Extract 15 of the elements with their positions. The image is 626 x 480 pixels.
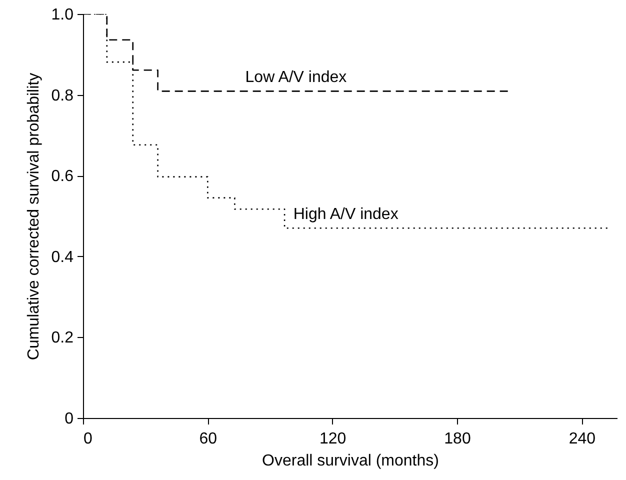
series-label: High A/V index [293, 206, 398, 224]
x-tick-label: 240 [568, 430, 596, 448]
series-label: Low A/V index [245, 69, 347, 86]
x-tick-label: 0 [84, 430, 92, 448]
y-axis-title: Cumulative corrected survival probability [25, 72, 42, 360]
x-axis-title: Overall survival (months) [262, 452, 439, 470]
x-tick-label: 120 [319, 430, 346, 448]
x-tick-label: 180 [444, 430, 471, 448]
y-tick-label: 0.2 [51, 330, 74, 347]
y-tick-label: 0.6 [51, 168, 74, 186]
y-tick-label: 1.0 [51, 6, 74, 24]
x-tick-label: 60 [199, 430, 218, 448]
y-tick-label: 0 [64, 410, 74, 428]
y-tick-label: 0.4 [51, 248, 74, 266]
y-tick-label: 0.8 [51, 87, 74, 104]
